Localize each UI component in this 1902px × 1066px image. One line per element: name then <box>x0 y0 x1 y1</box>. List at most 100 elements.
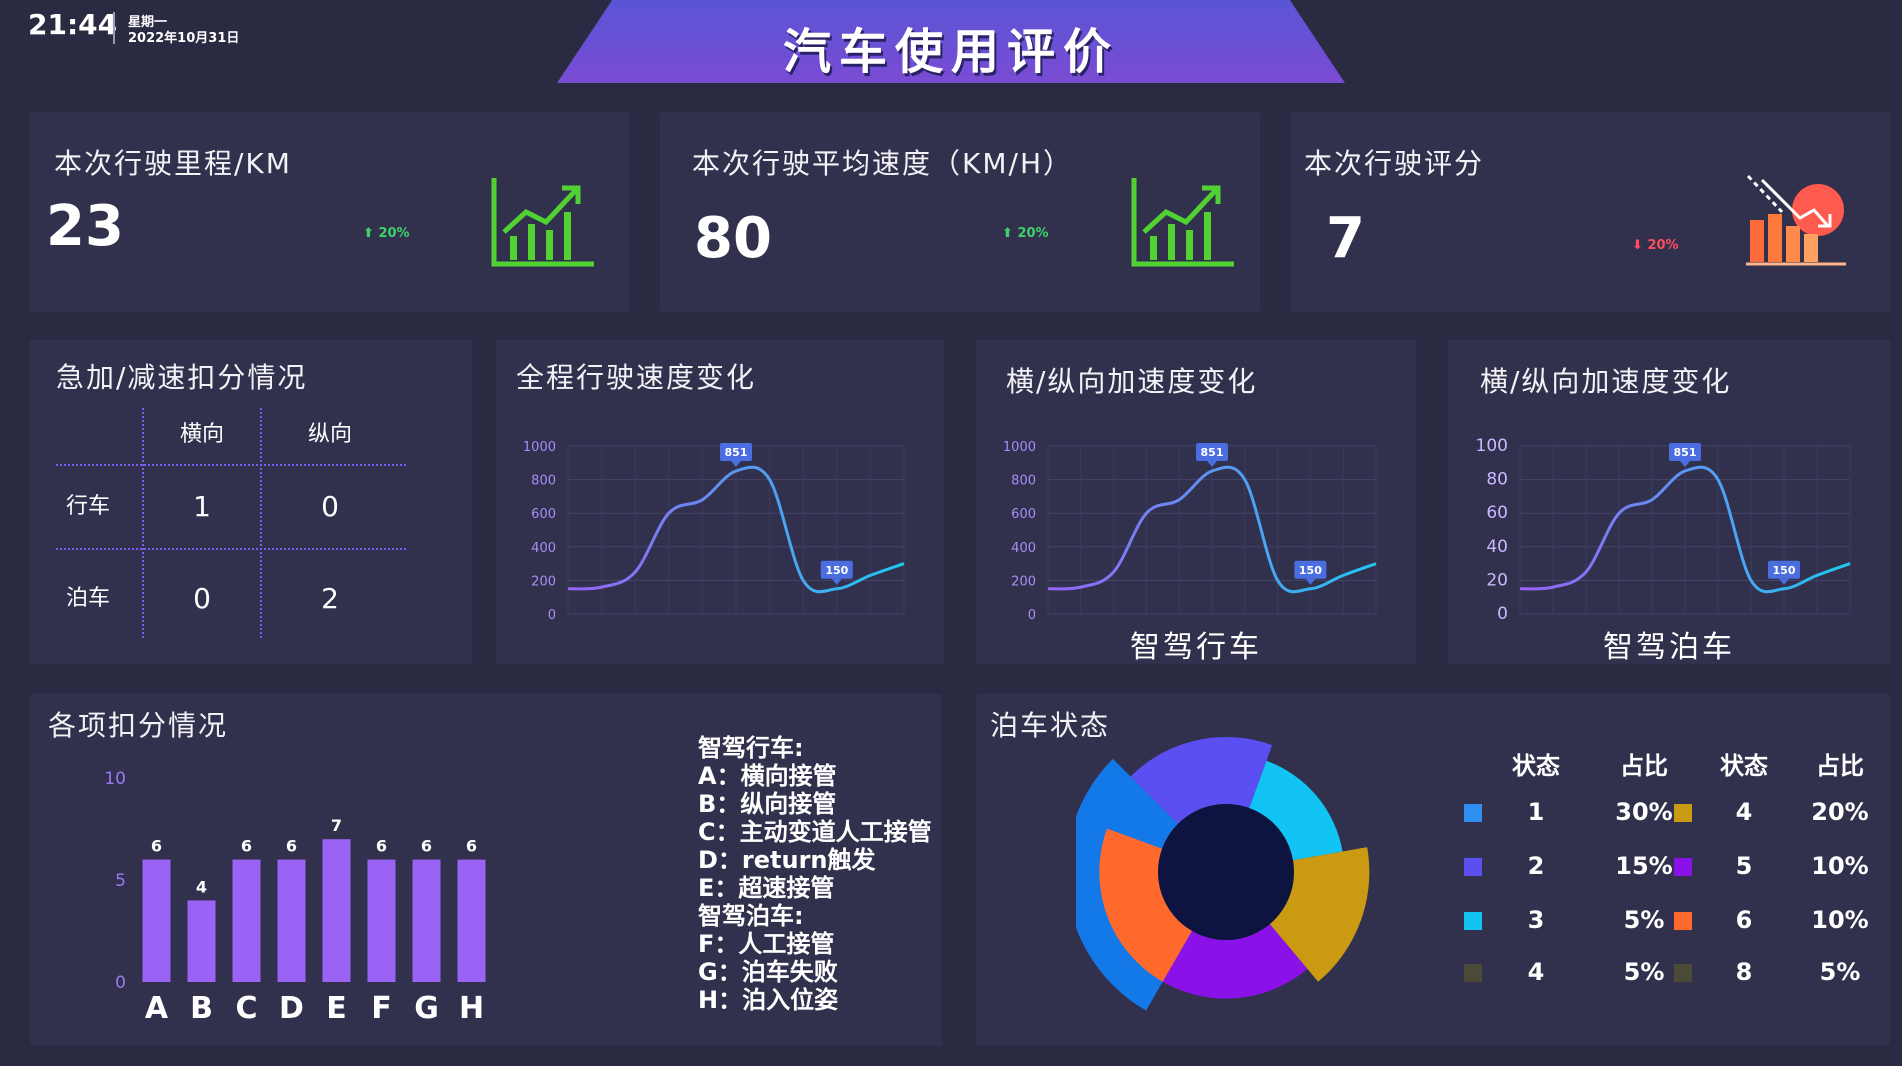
chart-caption: 智驾泊车 <box>1603 630 1735 665</box>
value-marker: 150 <box>1768 560 1800 585</box>
value-marker: 851 <box>1196 443 1228 468</box>
kpi-value: 7 <box>1326 206 1365 271</box>
y-tick-label: 400 <box>531 541 556 556</box>
y-tick-label: 800 <box>1011 474 1036 489</box>
deduction-panel: 急加/减速扣分情况 横向 纵向 行车 1 0 泊车 0 2 <box>30 340 472 664</box>
chart-caption: 智驾行车 <box>1130 630 1262 665</box>
marker-label: 851 <box>1201 446 1224 459</box>
marker-label: 150 <box>1773 564 1796 577</box>
kpi-trend: ⬆ 20% <box>363 226 410 241</box>
table-cell: 0 <box>193 582 211 615</box>
accel-parking-panel: 横/纵向加速度变化 0 20 40 60 80 100 851 150 智驾泊车 <box>1448 340 1890 665</box>
legend-line: 智驾泊车: <box>698 902 804 930</box>
clock-divider <box>113 12 115 44</box>
ratio-value: 5% <box>1819 958 1861 986</box>
ratio-value: 10% <box>1811 906 1869 934</box>
x-tick-label: G <box>414 991 439 1026</box>
panel-title: 横/纵向加速度变化 <box>1006 365 1258 398</box>
x-tick-label: E <box>326 991 347 1026</box>
rose-slice <box>1269 847 1370 982</box>
kpi-card-mileage: 本次行驶里程/KM 23 ⬆ 20% <box>30 112 630 312</box>
x-tick-label: F <box>371 991 392 1026</box>
accel-driving-panel: 横/纵向加速度变化 0 200 400 600 800 1000 851 150 智驾行车 <box>976 340 1416 665</box>
rose-slice <box>1162 924 1308 999</box>
kpi-card-avg-speed: 本次行驶平均速度（KM/H） 80 ⬆ 20% <box>660 112 1260 312</box>
series-line <box>1047 465 1377 594</box>
trend-up-chart-icon <box>1131 178 1234 267</box>
y-tick-label: 100 <box>1476 436 1508 456</box>
arrow-down-icon: ⬇ <box>1632 238 1643 253</box>
y-tick-label: 0 <box>1028 608 1036 623</box>
series-line <box>1519 465 1851 594</box>
kpi-label: 本次行驶评分 <box>1304 147 1485 180</box>
clock-time: 21:44 <box>28 8 118 41</box>
bar <box>277 859 306 982</box>
table-cell: 0 <box>321 490 339 523</box>
speed-line-chart: 0 200 400 600 800 1000 851 150 <box>523 440 905 623</box>
series-line <box>567 465 905 594</box>
y-tick-label: 200 <box>1011 574 1036 589</box>
legend-line: C：主动变道人工接管 <box>698 818 932 846</box>
panel-title: 横/纵向加速度变化 <box>1480 365 1732 398</box>
deduction-bar-chart: 0 5 10 6 A 4 B 6 C 6 D 7 E 6 F 6 G 6 H <box>104 769 486 1026</box>
rose-slice <box>1249 760 1343 861</box>
y-tick-label: 0 <box>115 973 126 993</box>
status-header: 状态 <box>1512 752 1560 780</box>
bar-value-label: 6 <box>421 837 432 856</box>
legend-line: 智驾行车: <box>698 734 804 762</box>
y-tick-label: 10 <box>104 769 126 789</box>
kpi-label: 本次行驶里程/KM <box>54 147 292 180</box>
x-tick-label: B <box>190 991 213 1026</box>
y-tick-label: 60 <box>1486 503 1508 523</box>
kpi-trend: ⬆ 20% <box>1002 226 1049 241</box>
weekday-label: 星期一 <box>128 15 168 30</box>
bar-value-label: 4 <box>196 877 207 896</box>
legend-line: D：return触发 <box>698 846 876 874</box>
col-header-lateral: 横向 <box>179 422 224 447</box>
status-value: 5 <box>1735 852 1753 880</box>
bar <box>232 859 261 982</box>
arrow-up-icon: ⬆ <box>363 226 374 241</box>
bar <box>322 839 351 982</box>
y-tick-label: 80 <box>1486 470 1508 490</box>
status-swatch <box>1674 912 1692 930</box>
panel-title: 急加/减速扣分情况 <box>56 361 308 394</box>
table-divider <box>260 408 262 638</box>
status-header: 状态 <box>1720 752 1768 780</box>
y-tick-label: 20 <box>1486 570 1508 590</box>
status-swatch <box>1464 804 1482 822</box>
y-tick-label: 200 <box>531 574 556 589</box>
table-divider <box>142 408 144 638</box>
legend-line: H：泊入位姿 <box>698 986 839 1014</box>
rose-slice <box>1099 828 1192 982</box>
table-divider <box>56 464 406 466</box>
parking-rose-chart <box>1076 737 1370 1011</box>
title-banner <box>557 0 1345 83</box>
panel-title: 泊车状态 <box>990 709 1111 742</box>
arrow-up-icon: ⬆ <box>1002 226 1013 241</box>
y-tick-label: 400 <box>1011 541 1036 556</box>
speed-chart-panel: 全程行驶速度变化 0 200 400 600 800 1000 851 150 <box>496 340 944 664</box>
ratio-header: 占比 <box>1816 752 1864 780</box>
panel-title: 全程行驶速度变化 <box>516 361 757 394</box>
y-tick-label: 1000 <box>523 440 556 455</box>
accel-driving-line-chart: 0 200 400 600 800 1000 851 150 <box>1003 440 1377 623</box>
status-value: 6 <box>1735 906 1753 934</box>
bar-value-label: 6 <box>466 837 477 856</box>
marker-label: 851 <box>725 446 748 459</box>
bar-value-label: 7 <box>331 816 342 835</box>
deduction-items-panel: 各项扣分情况 0 5 10 6 A 4 B 6 C 6 D 7 E 6 F 6 G 6 H 智驾行车: A：横向接管… <box>30 694 942 1046</box>
bar <box>367 859 396 982</box>
trend-down-chart-icon <box>1746 174 1846 266</box>
kpi-label: 本次行驶平均速度（KM/H） <box>692 147 1074 180</box>
rose-center <box>1158 804 1294 940</box>
status-swatch <box>1674 804 1692 822</box>
bar <box>457 859 486 982</box>
status-value: 4 <box>1735 798 1753 826</box>
x-tick-label: H <box>459 991 484 1026</box>
bar <box>187 900 216 982</box>
marker-label: 150 <box>1299 564 1322 577</box>
bar-value-label: 6 <box>241 837 252 856</box>
legend-line: B：纵向接管 <box>698 790 837 818</box>
y-tick-label: 1000 <box>1003 440 1036 455</box>
